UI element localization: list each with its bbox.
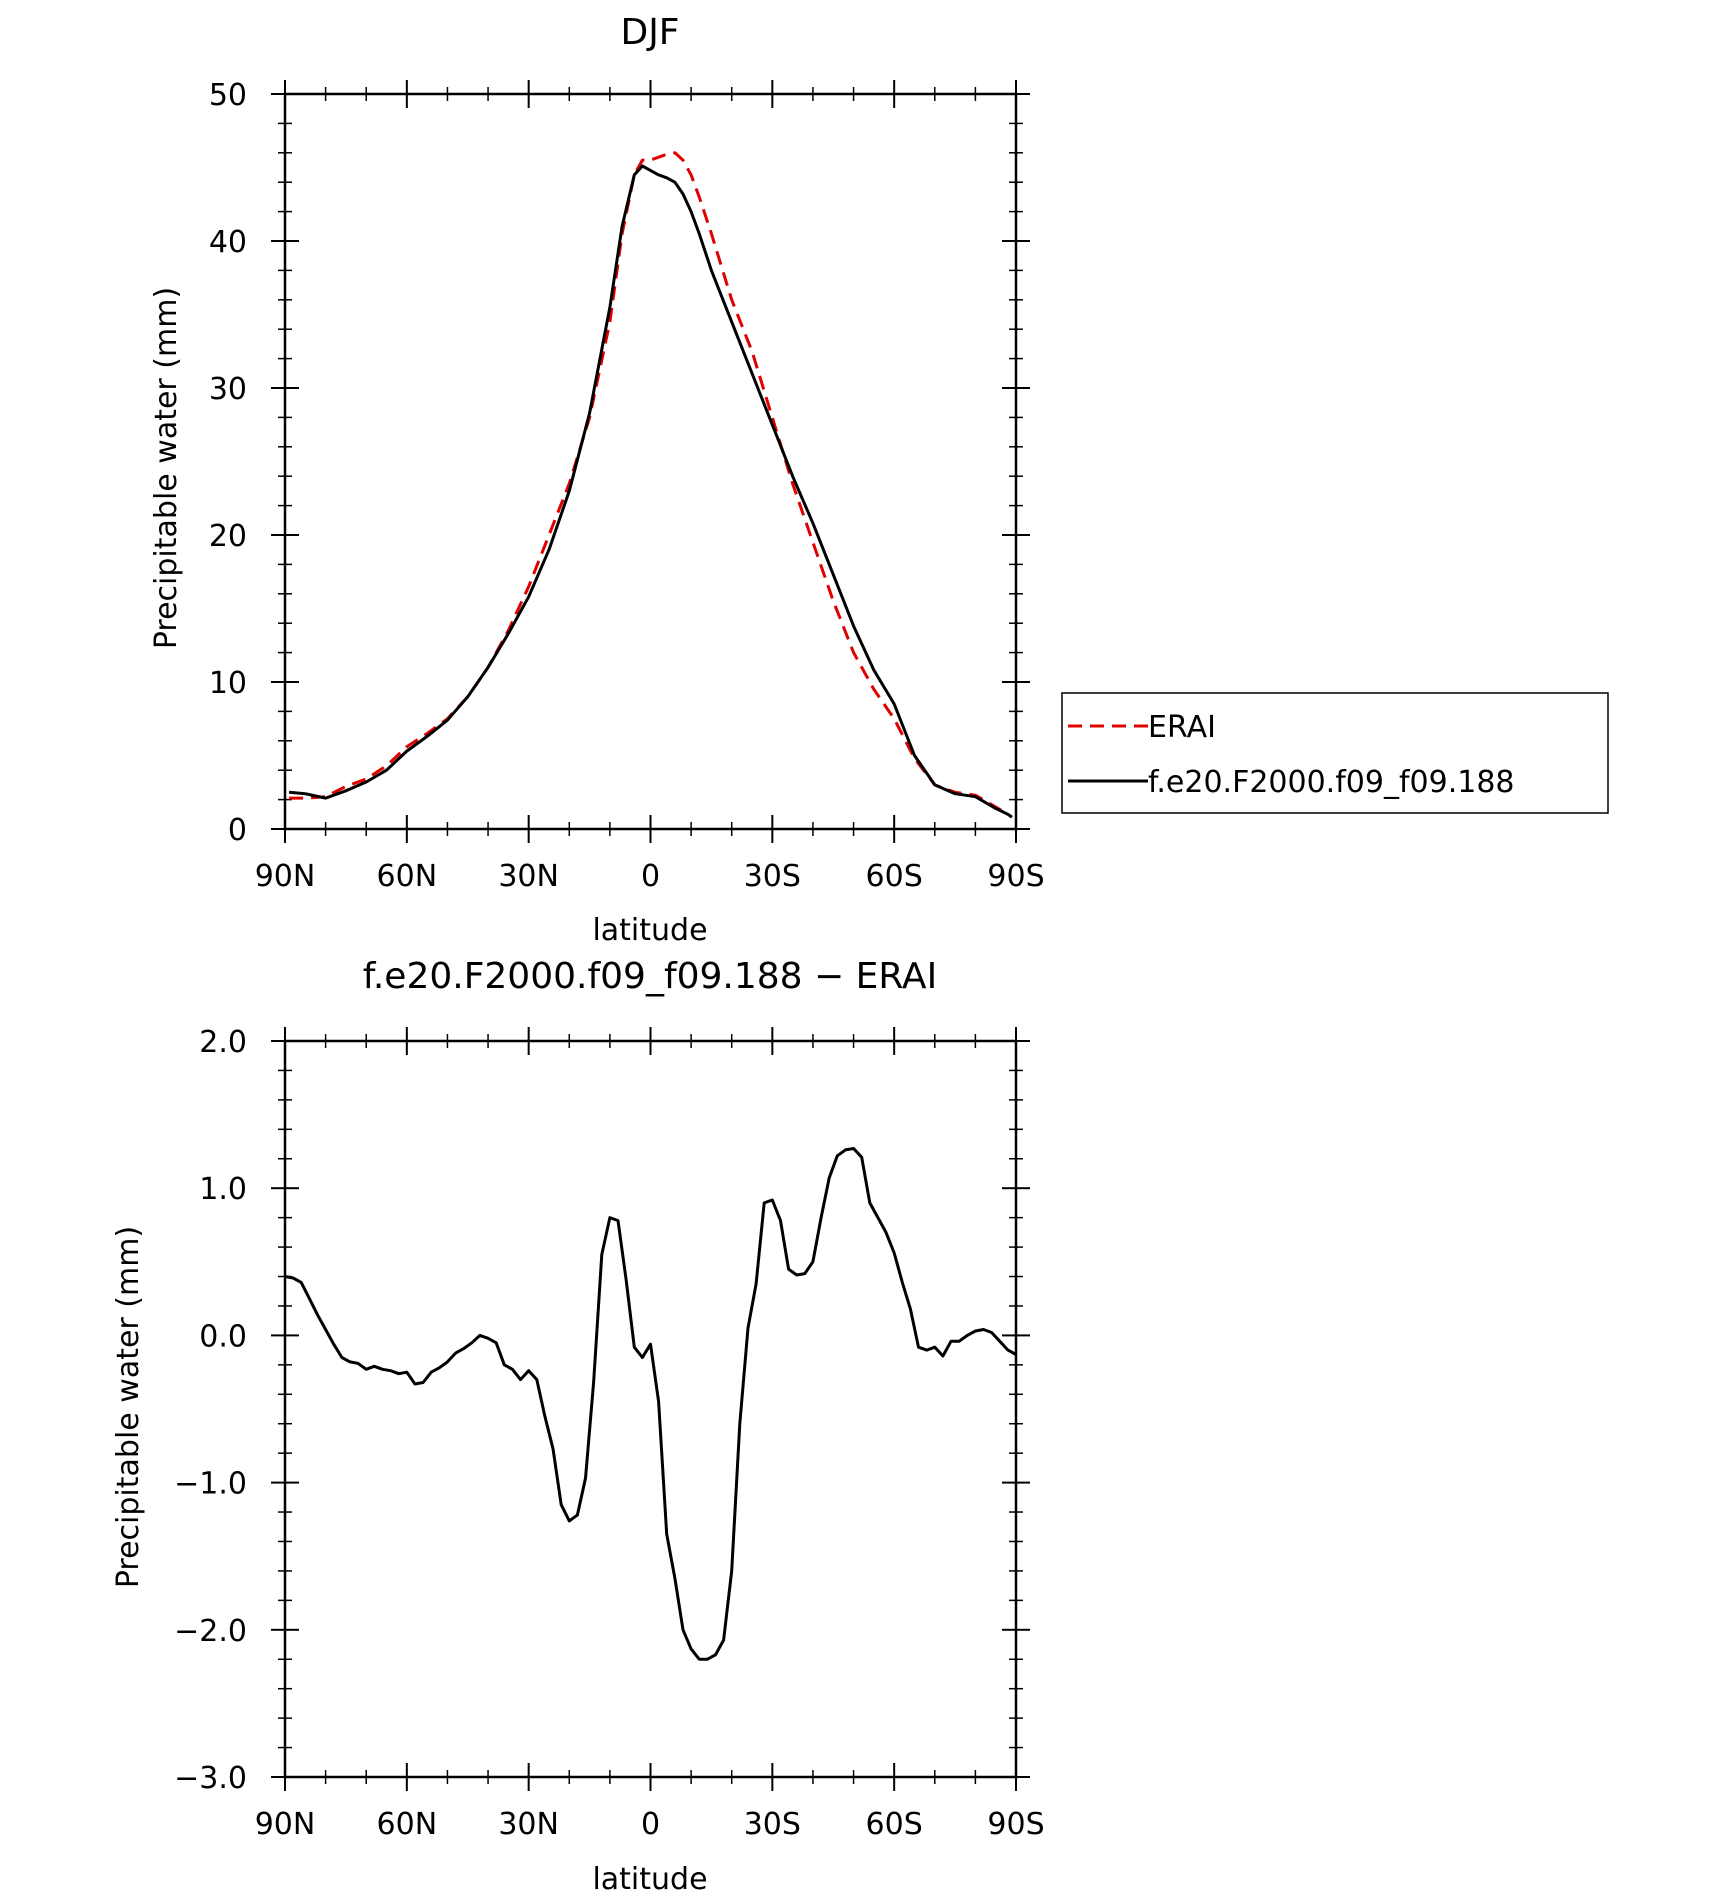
djf-y-axis-label: Precipitable water (mm) — [149, 287, 184, 649]
djf-series-line-model — [288, 164, 1013, 819]
difference-x-tick-label: 60N — [377, 1807, 438, 1842]
difference-x-tick-label: 90N — [255, 1807, 316, 1842]
djf-series-line-erai — [289, 151, 1013, 819]
difference-y-tick-label: −1.0 — [174, 1467, 247, 1502]
djf-y-tick-label: 10 — [209, 666, 247, 701]
legend-erai-label: ERAI — [1148, 710, 1216, 745]
djf-y-tick-label: 40 — [209, 225, 247, 260]
difference-title: f.e20.F2000.f09_f09.188 − ERAI — [363, 956, 937, 997]
djf-x-axis-label: latitude — [592, 913, 707, 948]
djf-x-tick-label: 0 — [641, 859, 660, 894]
difference-x-tick-label: 90S — [987, 1807, 1044, 1842]
difference-panel: f.e20.F2000.f09_f09.188 − ERAI Precipita… — [111, 956, 1045, 1894]
djf-tick-labels: 90N 60N 30N 0 30S 60S 90S 0 10 20 30 40 50 — [209, 78, 1045, 894]
difference-series-line-difference — [284, 1147, 1017, 1661]
difference-x-tick-label: 60S — [866, 1807, 923, 1842]
legend-model-label: f.e20.F2000.f09_f09.188 — [1148, 765, 1515, 800]
djf-x-tick-label: 90N — [255, 859, 316, 894]
djf-x-tick-label: 60N — [377, 859, 438, 894]
djf-series-group — [288, 151, 1013, 819]
difference-x-tick-label: 30N — [498, 1807, 559, 1842]
difference-y-axis-label: Precipitable water (mm) — [111, 1226, 146, 1588]
djf-panel: DJF Precipitable water (mm) latitude 90N… — [149, 12, 1045, 948]
djf-title: DJF — [620, 12, 679, 53]
difference-y-tick-label: −2.0 — [174, 1614, 247, 1649]
djf-x-tick-label: 30S — [744, 859, 801, 894]
difference-series-group — [284, 1147, 1017, 1661]
djf-y-tick-label: 50 — [209, 78, 247, 113]
difference-x-tick-label: 0 — [641, 1807, 660, 1842]
djf-y-tick-label: 20 — [209, 519, 247, 554]
difference-plot-frame — [283, 1039, 1018, 1779]
difference-y-tick-label: −3.0 — [174, 1761, 247, 1796]
djf-x-tick-label: 30N — [498, 859, 559, 894]
djf-x-tick-label: 60S — [866, 859, 923, 894]
difference-y-tick-label: 2.0 — [199, 1025, 247, 1060]
djf-plot-frame — [283, 92, 1018, 831]
legend: ERAI f.e20.F2000.f09_f09.188 — [1061, 692, 1609, 814]
difference-x-axis-label: latitude — [592, 1862, 707, 1894]
difference-y-tick-label: 0.0 — [199, 1319, 247, 1354]
djf-y-tick-label: 30 — [209, 372, 247, 407]
legend-box — [1061, 692, 1609, 814]
difference-x-tick-label: 30S — [744, 1807, 801, 1842]
difference-tick-labels: 90N 60N 30N 0 30S 60S 90S −3.0 −2.0 −1.0 0.0 1.0 2.0 — [174, 1025, 1044, 1842]
djf-y-tick-label: 0 — [228, 813, 247, 848]
djf-x-tick-label: 90S — [987, 859, 1044, 894]
difference-y-tick-label: 1.0 — [199, 1172, 247, 1207]
